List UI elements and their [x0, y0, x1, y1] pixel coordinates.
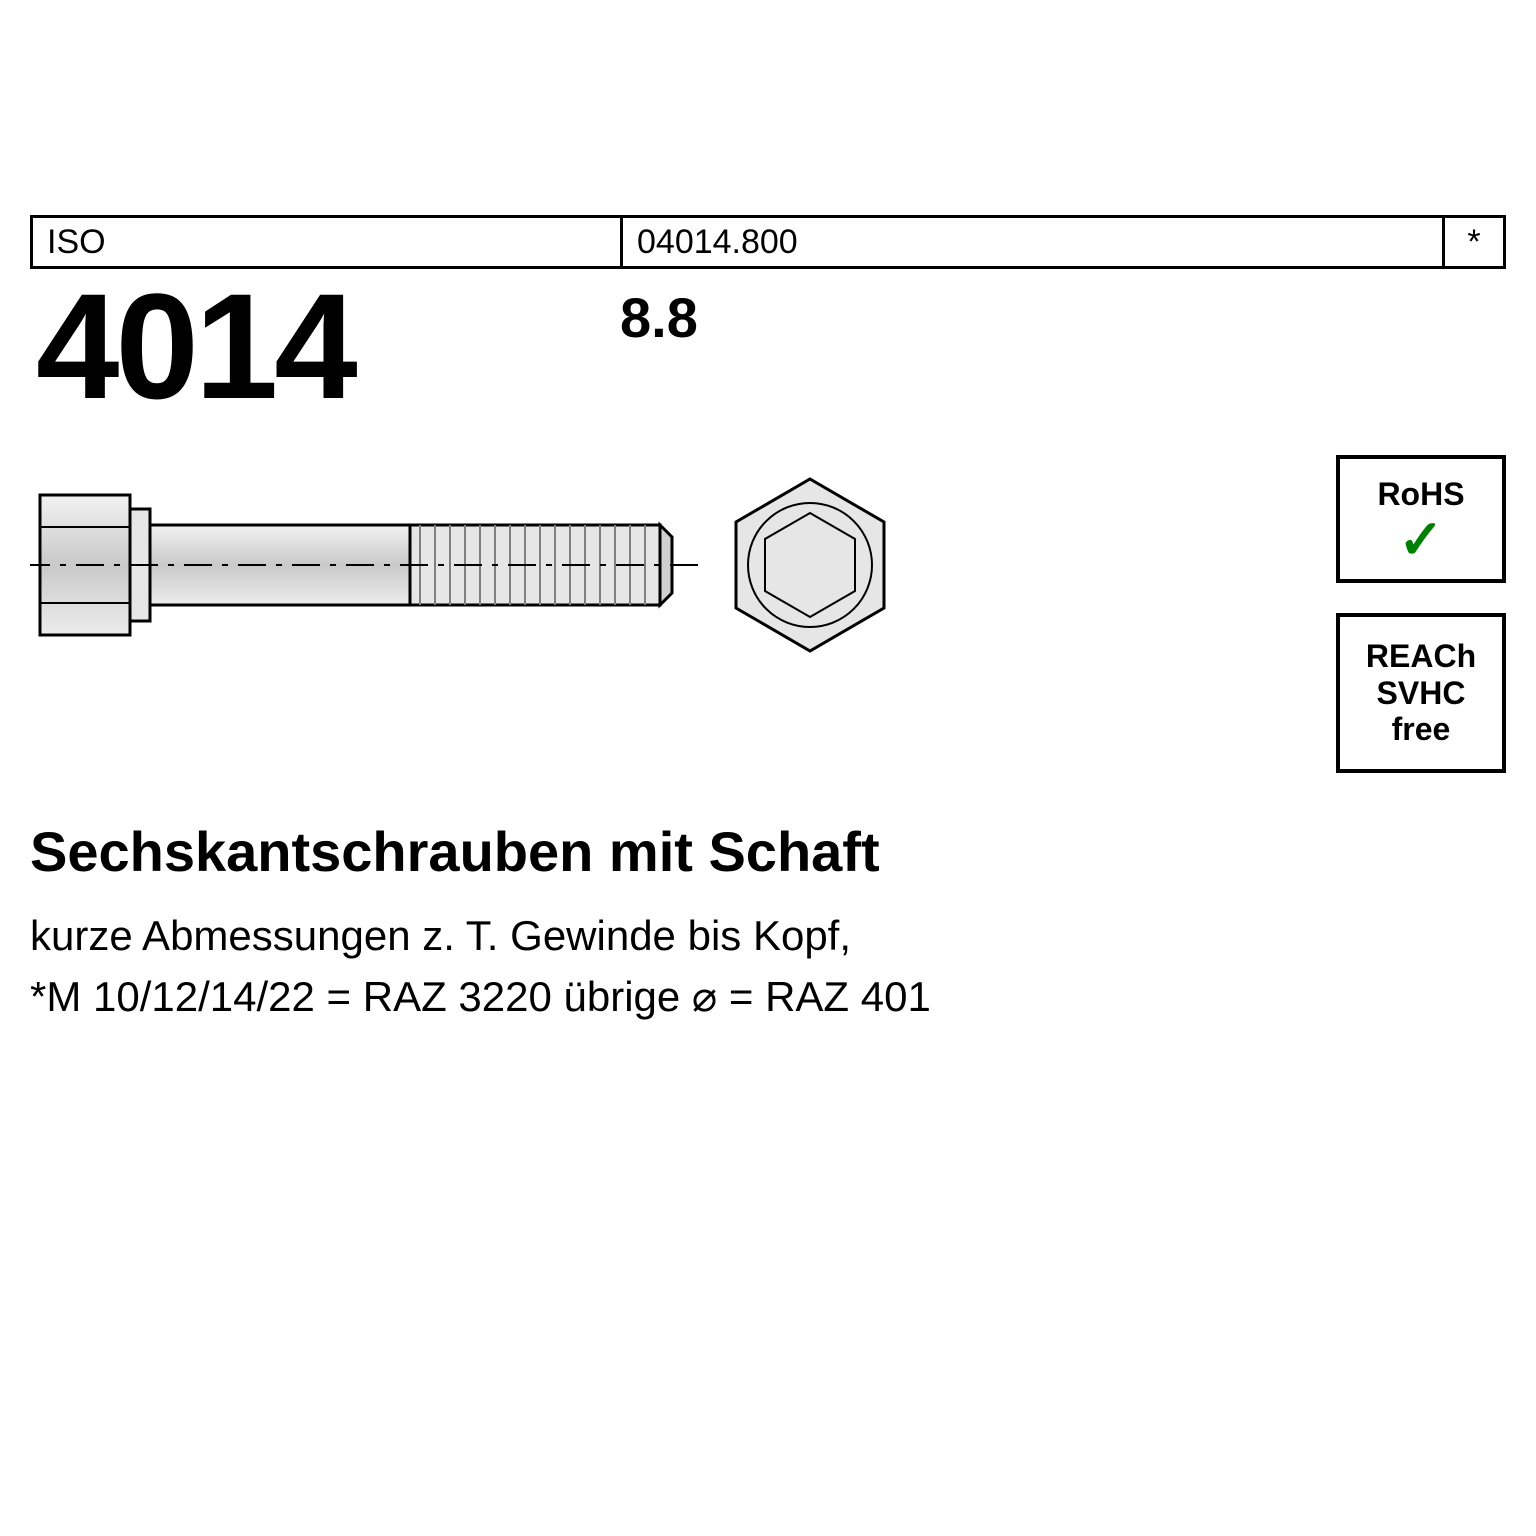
- reach-line1: REACh: [1366, 638, 1476, 675]
- rohs-label: RoHS: [1377, 476, 1464, 513]
- reach-line2: SVHC: [1377, 675, 1466, 712]
- datasheet-page: ISO 04014.800 * 4014 8.8: [0, 0, 1536, 1536]
- product-title: Sechskantschrauben mit Schaft: [30, 819, 1506, 884]
- strength-grade: 8.8: [620, 271, 698, 350]
- bolt-diagram: [30, 455, 1296, 773]
- reach-badge: REACh SVHC free: [1336, 613, 1506, 773]
- diagram-row: RoHS ✓ REACh SVHC free: [30, 455, 1506, 773]
- header-row: ISO 04014.800 *: [30, 215, 1506, 269]
- designation-row: 4014 8.8: [30, 271, 1506, 421]
- check-icon: ✓: [1398, 519, 1443, 562]
- rohs-badge: RoHS ✓: [1336, 455, 1506, 583]
- reach-line3: free: [1392, 711, 1451, 748]
- header-right: *: [1445, 218, 1503, 266]
- desc-line-1: kurze Abmessungen z. T. Gewinde bis Kopf…: [30, 906, 1506, 967]
- header-left: ISO: [33, 218, 623, 266]
- desc-line-2: *M 10/12/14/22 = RAZ 3220 übrige ⌀ = RAZ…: [30, 967, 1506, 1028]
- compliance-badges: RoHS ✓ REACh SVHC free: [1326, 455, 1506, 773]
- header-center: 04014.800: [623, 218, 1445, 266]
- standard-number: 4014: [30, 271, 620, 421]
- product-description: kurze Abmessungen z. T. Gewinde bis Kopf…: [30, 906, 1506, 1028]
